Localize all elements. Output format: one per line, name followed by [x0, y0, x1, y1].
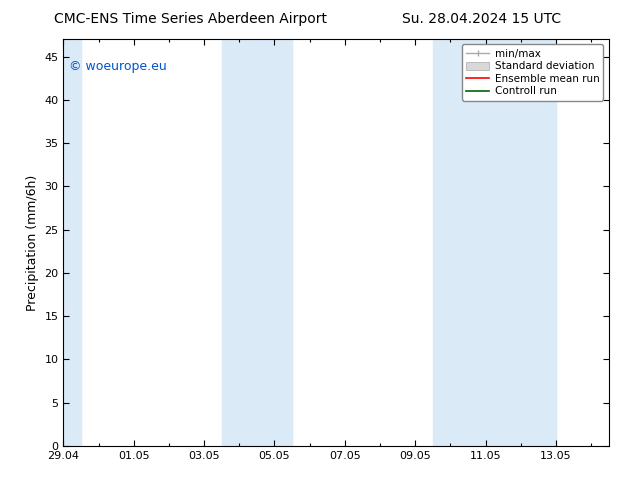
Bar [433, 39, 556, 446]
Text: © woeurope.eu: © woeurope.eu [69, 60, 167, 73]
Bar [63, 39, 81, 446]
Y-axis label: Precipitation (mm/6h): Precipitation (mm/6h) [26, 174, 39, 311]
Legend: min/max, Standard deviation, Ensemble mean run, Controll run: min/max, Standard deviation, Ensemble me… [462, 45, 604, 100]
Text: CMC-ENS Time Series Aberdeen Airport: CMC-ENS Time Series Aberdeen Airport [54, 12, 327, 26]
Text: Su. 28.04.2024 15 UTC: Su. 28.04.2024 15 UTC [403, 12, 561, 26]
Bar [222, 39, 292, 446]
